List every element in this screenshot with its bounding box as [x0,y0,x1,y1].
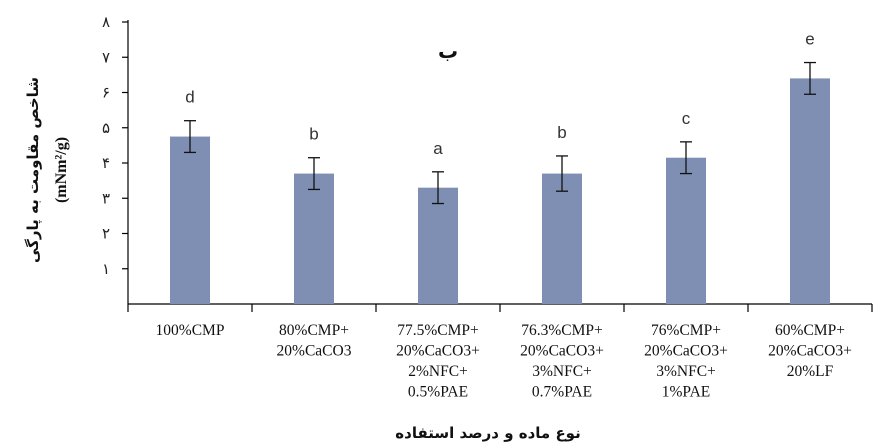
bar [294,173,334,304]
x-tick-label: 2%NFC+ [408,363,468,380]
y-tick-label: ۸ [102,13,110,31]
y-tick-label: ۲ [102,225,110,243]
y-tick-label: ۳ [102,189,110,207]
bar [666,157,706,304]
significance-label: b [557,123,566,142]
bar [170,136,210,304]
significance-label: e [805,30,814,49]
y-tick-label: ۴ [102,154,110,172]
x-tick-label: 80%CMP+ [279,322,349,339]
y-axis-title: شاخص مقاومت به پارگی [24,77,43,263]
x-tick-label: 20%LF [787,363,834,380]
x-tick-label: 20%CaCO3+ [396,343,480,360]
y-tick-label: ۶ [102,84,110,102]
x-tick-label: 100%CMP [156,322,225,339]
bar [790,78,830,305]
x-tick-label: 20%CaCO3+ [520,343,604,360]
y-tick-label: ۱ [102,260,110,278]
bar [542,173,582,304]
x-tick-label: 3%NFC+ [532,363,592,380]
x-tick-label: 60%CMP+ [775,322,845,339]
x-tick-label: 76%CMP+ [651,322,721,339]
significance-label: c [682,109,691,128]
x-tick-label: 20%CaCO3+ [768,343,852,360]
x-tick-label: 20%CaCO3 [277,343,352,360]
y-tick-label: ۵ [102,119,110,137]
significance-label: b [309,125,318,144]
x-axis-title: نوع ماده و درصد استفاده [395,424,580,442]
bar [418,187,458,304]
chart-title: ب [438,39,458,63]
significance-label: a [433,139,443,158]
x-tick-label: 1%PAE [662,384,711,401]
x-tick-label: 76.3%CMP+ [521,322,603,339]
y-tick-label: ۷ [102,48,110,66]
x-tick-label: 0.5%PAE [408,384,468,401]
x-tick-label: 0.7%PAE [532,384,592,401]
x-tick-label: 20%CaCO3+ [644,343,728,360]
significance-label: d [185,88,194,107]
x-tick-label: 77.5%CMP+ [397,322,479,339]
y-axis-unit: (mNm²/g) [53,137,70,203]
x-tick-label: 3%NFC+ [656,363,716,380]
